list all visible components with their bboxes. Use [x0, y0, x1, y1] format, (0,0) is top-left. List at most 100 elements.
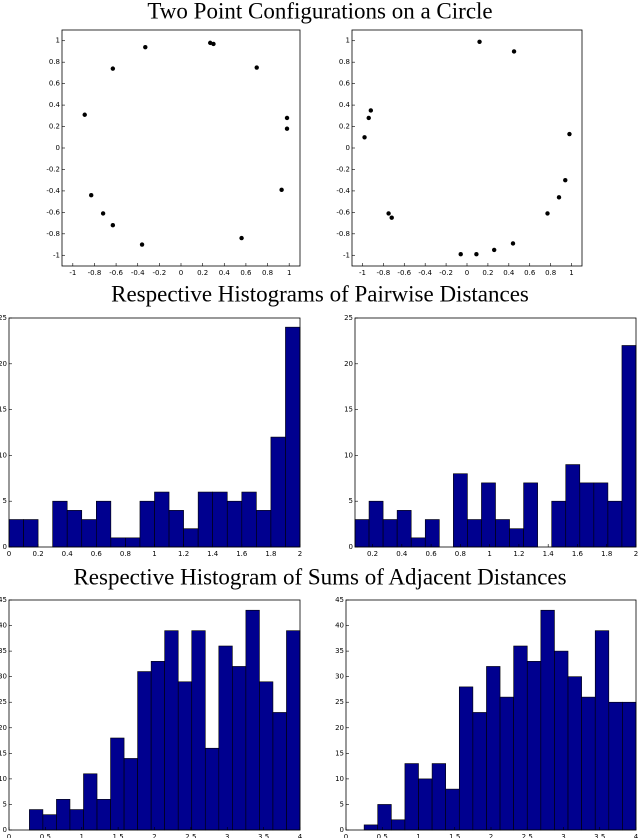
x-tick-label: -1	[69, 269, 76, 277]
x-tick-label: 1	[80, 833, 84, 838]
bar	[486, 666, 501, 831]
x-tick-label: 3	[225, 833, 229, 838]
x-tick-label: 2.5	[185, 833, 196, 838]
x-tick-label: -0.4	[131, 269, 145, 277]
point	[284, 126, 290, 131]
x-tick-label: 0.6	[240, 269, 252, 277]
y-tick-label: 45	[0, 596, 7, 604]
point	[143, 44, 148, 50]
bar	[272, 712, 287, 831]
bar	[481, 482, 496, 548]
x-tick-label: 2	[298, 550, 302, 558]
bar	[197, 491, 213, 548]
bar	[513, 645, 528, 831]
y-tick-label: 0.2	[49, 123, 60, 131]
x-tick-label: 0.4	[396, 550, 408, 558]
bar	[424, 519, 440, 548]
bar	[42, 814, 57, 831]
y-tick-label: 0.4	[339, 101, 351, 109]
x-tick-label: 1.5	[113, 833, 124, 838]
y-tick-label: 5	[3, 800, 7, 808]
y-tick-label: 5	[349, 497, 353, 505]
bar	[66, 510, 83, 548]
bar	[410, 537, 426, 548]
x-tick-label: 0.4	[503, 269, 515, 277]
point	[110, 66, 116, 71]
point	[556, 195, 562, 200]
bar	[69, 809, 84, 831]
bar	[29, 809, 44, 831]
y-tick-label: 0	[340, 826, 344, 834]
bar	[23, 519, 39, 548]
bar	[565, 464, 581, 548]
bar	[368, 500, 384, 548]
bar	[56, 799, 71, 831]
bar	[241, 491, 257, 548]
bar	[110, 737, 125, 831]
y-tick-label: 5	[340, 800, 344, 808]
x-tick-label: 0	[7, 550, 11, 558]
bar	[125, 537, 141, 548]
axes-box	[61, 29, 301, 267]
point	[82, 112, 87, 117]
y-tick-label: 10	[335, 775, 344, 783]
x-tick-label: 2.5	[522, 833, 533, 838]
y-tick-label: 15	[0, 749, 7, 757]
y-tick-label: 40	[0, 622, 7, 630]
point	[491, 247, 497, 253]
x-tick-label: 3.5	[594, 833, 605, 838]
y-tick-label: -0.6	[46, 208, 60, 216]
y-tick-label: 20	[344, 360, 353, 368]
bar	[110, 537, 126, 548]
point	[110, 223, 116, 228]
bar	[164, 630, 179, 831]
x-tick-label: -0.4	[418, 269, 432, 277]
point	[139, 242, 145, 247]
y-tick-label: 0.2	[339, 123, 350, 131]
point	[563, 177, 568, 183]
y-tick-label: 20	[335, 724, 344, 732]
point	[477, 39, 482, 44]
bar	[396, 510, 412, 548]
point	[89, 193, 94, 198]
point	[366, 115, 371, 121]
bar	[472, 712, 487, 831]
bar	[123, 758, 138, 831]
bar	[467, 519, 482, 548]
bar	[363, 824, 379, 831]
point	[474, 252, 479, 257]
y-tick-label: -0.4	[336, 187, 350, 195]
bar	[382, 519, 398, 548]
bar	[245, 609, 260, 831]
x-tick-label: 1	[287, 269, 291, 277]
point	[100, 211, 106, 216]
point	[279, 187, 284, 193]
bar	[608, 701, 623, 831]
bar	[137, 671, 152, 831]
x-tick-label: 0	[465, 269, 469, 277]
bar	[523, 482, 538, 548]
bar	[526, 661, 542, 831]
x-tick-label: -0.8	[88, 269, 102, 277]
point	[368, 108, 374, 113]
y-tick-label: 0	[346, 144, 350, 152]
y-tick-label: 20	[0, 360, 7, 368]
x-tick-label: 3.5	[258, 833, 269, 838]
x-tick-label: -0.6	[397, 269, 411, 277]
bar	[404, 763, 419, 831]
y-tick-label: 25	[344, 314, 353, 322]
point	[389, 215, 394, 220]
bar	[418, 778, 433, 831]
y-tick-label: 25	[0, 314, 7, 322]
y-tick-label: 40	[335, 622, 344, 630]
bar	[354, 519, 370, 548]
point	[239, 235, 244, 241]
bar	[554, 650, 569, 831]
x-tick-label: 0.5	[377, 833, 388, 838]
bar	[150, 661, 165, 831]
bar	[212, 491, 228, 548]
y-tick-label: 1	[346, 37, 350, 45]
y-tick-label: 35	[0, 647, 7, 655]
y-tick-label: 25	[335, 698, 344, 706]
bar	[551, 500, 567, 548]
